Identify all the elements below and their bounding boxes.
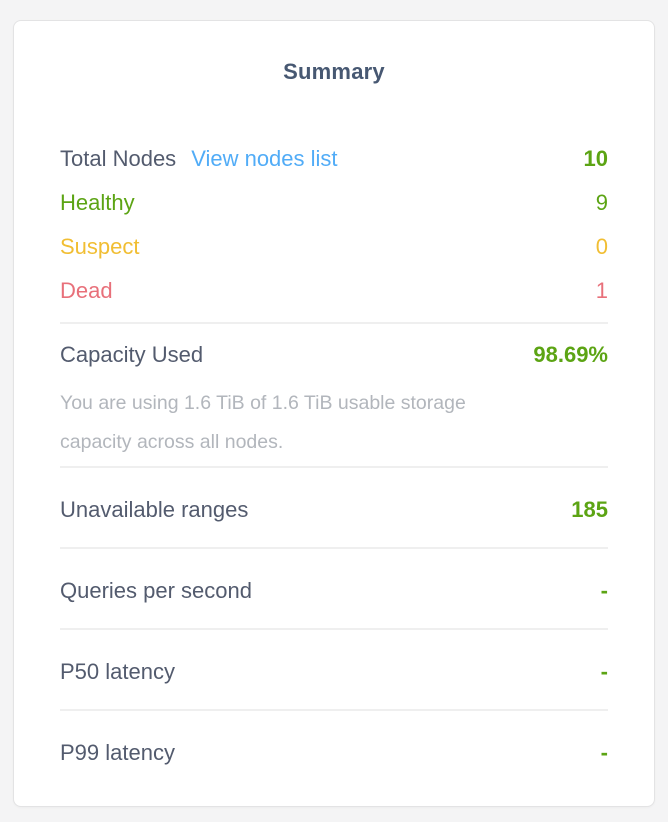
view-nodes-list-link[interactable]: View nodes list [191,146,338,171]
p50-latency-label: P50 latency [60,659,175,684]
divider [60,547,608,549]
total-nodes-row: Total Nodes View nodes list 10 [60,137,608,181]
healthy-nodes-value: 9 [595,190,608,215]
queries-per-second-label: Queries per second [60,578,252,603]
p99-latency-row: P99 latency - [60,711,608,790]
p50-latency-row: P50 latency - [60,630,608,709]
capacity-description-line1: You are using 1.6 TiB of 1.6 TiB usable … [60,392,466,414]
capacity-description: You are using 1.6 TiB of 1.6 TiB usable … [60,384,608,462]
capacity-used-label: Capacity Used [60,342,204,367]
healthy-nodes-row: Healthy 9 [60,181,608,225]
total-nodes-value: 10 [583,146,608,171]
divider [60,466,608,468]
node-status-section: Total Nodes View nodes list 10 Healthy 9… [60,137,608,313]
p50-latency-value: - [600,659,608,684]
divider [60,628,608,630]
capacity-used-row: Capacity Used 98.69% [60,342,608,368]
p99-latency-value: - [600,740,608,765]
healthy-nodes-label: Healthy [60,190,135,215]
total-nodes-label: Total Nodes [60,146,177,171]
divider [60,709,608,711]
queries-per-second-value: - [600,578,608,603]
dead-nodes-row: Dead 1 [60,269,608,313]
unavailable-ranges-value: 185 [571,497,608,522]
dead-nodes-label: Dead [60,278,113,303]
capacity-section: Capacity Used 98.69% You are using 1.6 T… [60,342,608,462]
queries-per-second-row: Queries per second - [60,549,608,628]
capacity-used-value: 98.69% [533,342,608,367]
unavailable-ranges-label: Unavailable ranges [60,497,249,522]
capacity-description-line2: capacity across all nodes. [60,431,284,453]
dead-nodes-value: 1 [595,278,608,303]
divider [60,322,608,324]
suspect-nodes-row: Suspect 0 [60,225,608,269]
suspect-nodes-label: Suspect [60,234,140,259]
suspect-nodes-value: 0 [595,234,608,259]
summary-card: Summary Total Nodes View nodes list 10 H… [13,20,655,807]
card-title: Summary [283,59,385,84]
p99-latency-label: P99 latency [60,740,175,765]
unavailable-ranges-row: Unavailable ranges 185 [60,468,608,547]
